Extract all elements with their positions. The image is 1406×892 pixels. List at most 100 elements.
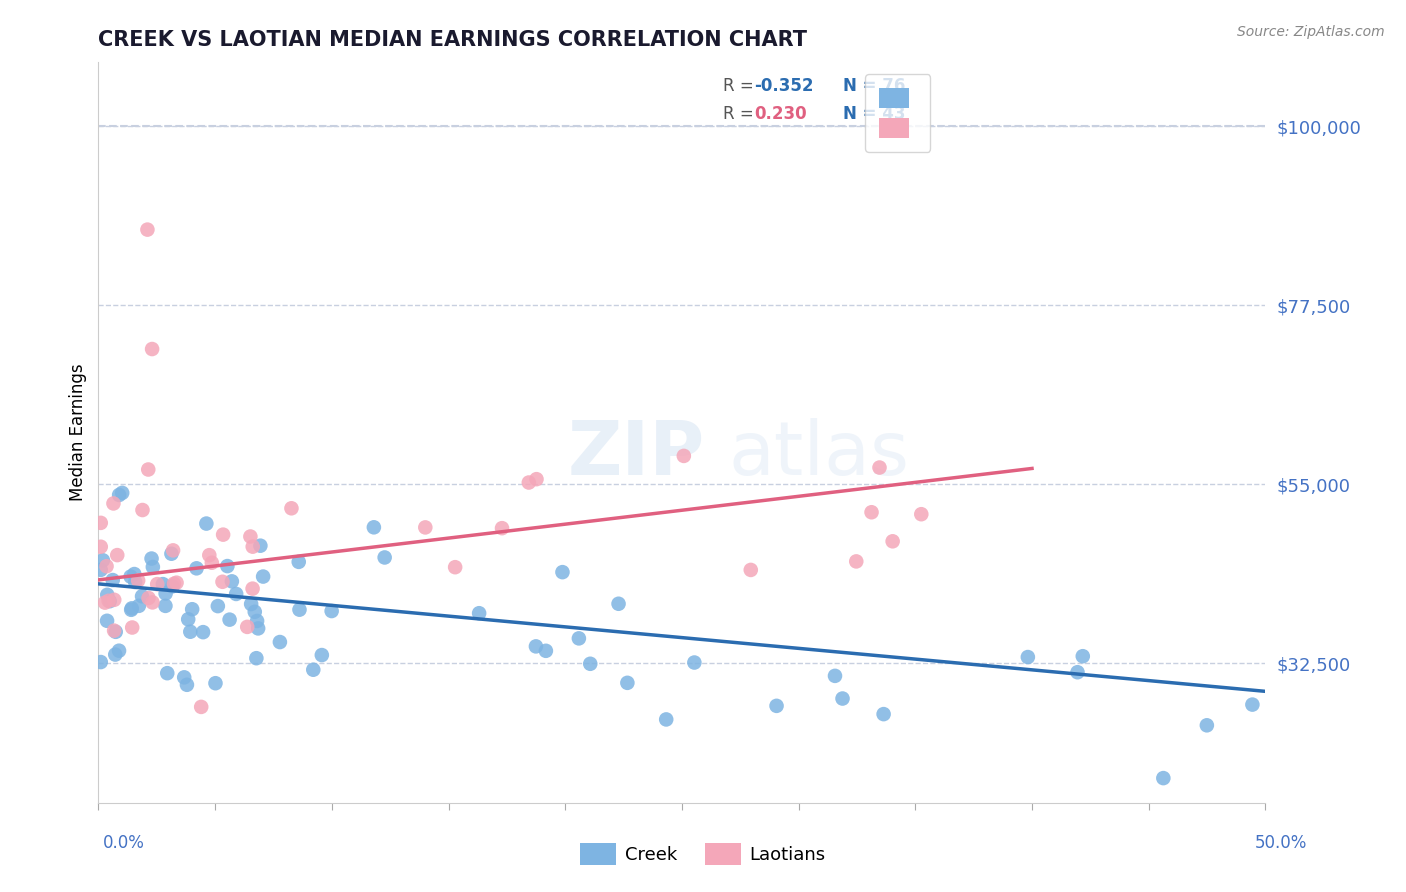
Point bbox=[491, 521, 513, 535]
Point bbox=[105, 548, 128, 562]
Point bbox=[374, 550, 396, 565]
Point bbox=[97, 594, 120, 608]
Point bbox=[108, 488, 131, 502]
Legend: , : , bbox=[865, 74, 931, 152]
Point bbox=[672, 449, 695, 463]
Point bbox=[607, 597, 630, 611]
Point bbox=[444, 560, 467, 574]
Point bbox=[824, 669, 846, 683]
Point bbox=[1195, 718, 1218, 732]
Point bbox=[683, 656, 706, 670]
Point bbox=[186, 561, 208, 575]
Point bbox=[321, 604, 343, 618]
Point bbox=[131, 503, 153, 517]
Point bbox=[141, 595, 163, 609]
Point bbox=[90, 540, 112, 554]
Point bbox=[173, 670, 195, 684]
Point bbox=[101, 573, 124, 587]
Point bbox=[90, 563, 112, 577]
Text: -0.352: -0.352 bbox=[754, 77, 814, 95]
Text: CREEK VS LAOTIAN MEDIAN EARNINGS CORRELATION CHART: CREEK VS LAOTIAN MEDIAN EARNINGS CORRELA… bbox=[98, 29, 807, 50]
Point bbox=[616, 676, 638, 690]
Point bbox=[127, 574, 149, 588]
Point bbox=[252, 569, 274, 583]
Point bbox=[155, 599, 177, 613]
Point bbox=[176, 678, 198, 692]
Point bbox=[910, 507, 932, 521]
Point bbox=[124, 567, 146, 582]
Point bbox=[1152, 771, 1174, 785]
Point bbox=[246, 614, 269, 628]
Point bbox=[882, 534, 904, 549]
Point bbox=[245, 651, 267, 665]
Point bbox=[103, 624, 125, 638]
Point bbox=[579, 657, 602, 671]
Point bbox=[198, 548, 221, 562]
Point bbox=[872, 707, 894, 722]
Point bbox=[212, 527, 235, 541]
Point bbox=[141, 551, 163, 566]
Point bbox=[201, 556, 224, 570]
Point bbox=[363, 520, 385, 534]
Text: R =: R = bbox=[723, 105, 759, 123]
Point bbox=[211, 574, 233, 589]
Point bbox=[242, 582, 264, 596]
Point bbox=[104, 624, 127, 639]
Point bbox=[1071, 649, 1094, 664]
Point bbox=[181, 602, 204, 616]
Point bbox=[179, 624, 201, 639]
Point bbox=[138, 591, 160, 605]
Text: ZIP: ZIP bbox=[568, 418, 706, 491]
Point bbox=[288, 602, 311, 616]
Point bbox=[191, 625, 214, 640]
Point bbox=[146, 577, 169, 591]
Point bbox=[162, 543, 184, 558]
Point bbox=[239, 529, 262, 543]
Point bbox=[141, 342, 163, 356]
Point bbox=[90, 655, 112, 669]
Text: 0.230: 0.230 bbox=[754, 105, 807, 123]
Point bbox=[243, 605, 266, 619]
Point bbox=[517, 475, 540, 490]
Point bbox=[104, 648, 127, 662]
Point bbox=[242, 540, 264, 554]
Text: atlas: atlas bbox=[728, 418, 910, 491]
Point bbox=[247, 621, 270, 635]
Point bbox=[96, 559, 118, 574]
Point bbox=[204, 676, 226, 690]
Point bbox=[831, 691, 853, 706]
Point bbox=[155, 586, 177, 600]
Point bbox=[91, 553, 114, 567]
Point bbox=[136, 222, 159, 236]
Point bbox=[120, 603, 142, 617]
Point bbox=[120, 569, 142, 583]
Point bbox=[103, 592, 125, 607]
Point bbox=[225, 587, 247, 601]
Point bbox=[869, 460, 891, 475]
Point bbox=[160, 547, 183, 561]
Point bbox=[190, 699, 212, 714]
Point bbox=[860, 505, 883, 519]
Point bbox=[302, 663, 325, 677]
Point bbox=[111, 486, 134, 500]
Legend: Creek, Laotians: Creek, Laotians bbox=[572, 836, 834, 872]
Point bbox=[765, 698, 787, 713]
Point bbox=[162, 579, 184, 593]
Point bbox=[217, 559, 239, 574]
Text: 50.0%: 50.0% bbox=[1256, 834, 1308, 852]
Point bbox=[534, 644, 557, 658]
Point bbox=[98, 594, 121, 608]
Point bbox=[236, 620, 259, 634]
Point bbox=[152, 577, 174, 591]
Point bbox=[195, 516, 218, 531]
Point bbox=[269, 635, 291, 649]
Point bbox=[468, 606, 491, 620]
Point bbox=[845, 554, 868, 568]
Point bbox=[287, 555, 309, 569]
Point bbox=[1241, 698, 1264, 712]
Point bbox=[128, 599, 150, 613]
Text: N = 43: N = 43 bbox=[844, 105, 905, 123]
Point bbox=[524, 640, 547, 654]
Point bbox=[221, 574, 243, 589]
Point bbox=[166, 575, 188, 590]
